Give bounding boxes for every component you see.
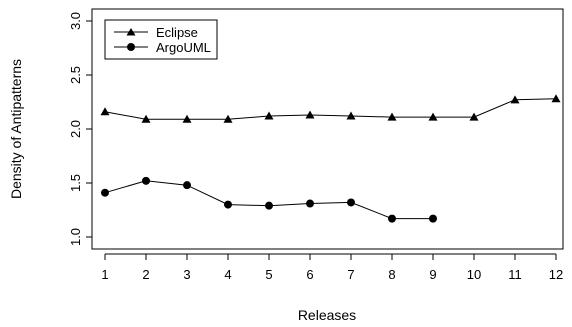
x-axis: 1 2 3 4 5 6 7 8 9 10 11 12 — [101, 253, 563, 282]
series-line-eclipse — [104, 98, 557, 120]
series-argouml — [101, 176, 437, 223]
data-point-argouml — [183, 181, 191, 190]
y-tick-label: 1.5 — [68, 174, 83, 192]
data-point-eclipse — [346, 111, 356, 120]
x-tick-label: 10 — [467, 267, 481, 282]
legend-marker-triangle — [126, 28, 136, 36]
data-point-argouml — [265, 201, 273, 210]
data-point-eclipse — [100, 107, 110, 116]
x-tick-label: 4 — [224, 267, 231, 282]
x-tick-label: 12 — [549, 267, 563, 282]
data-point-eclipse — [141, 114, 151, 123]
data-point-argouml — [101, 188, 109, 197]
legend-box — [104, 19, 218, 60]
data-point-argouml — [388, 214, 396, 223]
y-tick-label: 2.0 — [68, 120, 83, 138]
x-axis-title: Releases — [298, 307, 356, 323]
x-tick-label: 6 — [306, 267, 313, 282]
x-tick-label: 11 — [508, 267, 522, 282]
x-tick-label: 7 — [347, 267, 354, 282]
data-point-eclipse — [305, 110, 315, 119]
y-tick-label: 2.5 — [68, 66, 83, 84]
legend-label-eclipse: Eclipse — [156, 25, 198, 40]
x-tick-label: 8 — [388, 267, 395, 282]
data-point-eclipse — [387, 112, 397, 121]
data-point-eclipse — [469, 112, 479, 121]
legend: Eclipse ArgoUML — [104, 19, 218, 60]
legend-label-argouml: ArgoUML — [156, 40, 211, 55]
x-tick-label: 5 — [265, 267, 272, 282]
series-eclipse — [100, 94, 561, 123]
data-point-eclipse — [428, 112, 438, 121]
x-tick-label: 3 — [183, 267, 190, 282]
series-layer — [100, 94, 561, 223]
y-axis-title: Density of Antipatterns — [8, 59, 24, 199]
data-point-eclipse — [510, 95, 520, 104]
data-point-argouml — [142, 176, 150, 185]
y-tick-label: 3.0 — [68, 12, 83, 30]
data-point-eclipse — [551, 94, 561, 103]
data-point-eclipse — [223, 114, 233, 123]
data-point-argouml — [429, 214, 437, 223]
x-tick-label: 2 — [142, 267, 149, 282]
x-tick-label: 1 — [101, 267, 108, 282]
data-point-argouml — [347, 198, 355, 207]
x-tick-label: 9 — [429, 267, 436, 282]
legend-marker-circle — [127, 43, 135, 51]
y-axis: 1.0 1.5 2.0 2.5 3.0 — [68, 12, 93, 246]
y-tick-label: 1.0 — [68, 228, 83, 246]
data-point-argouml — [306, 199, 314, 208]
data-point-argouml — [224, 200, 232, 209]
data-point-eclipse — [182, 114, 192, 123]
series-line-argouml — [104, 180, 433, 220]
data-point-eclipse — [264, 111, 274, 120]
